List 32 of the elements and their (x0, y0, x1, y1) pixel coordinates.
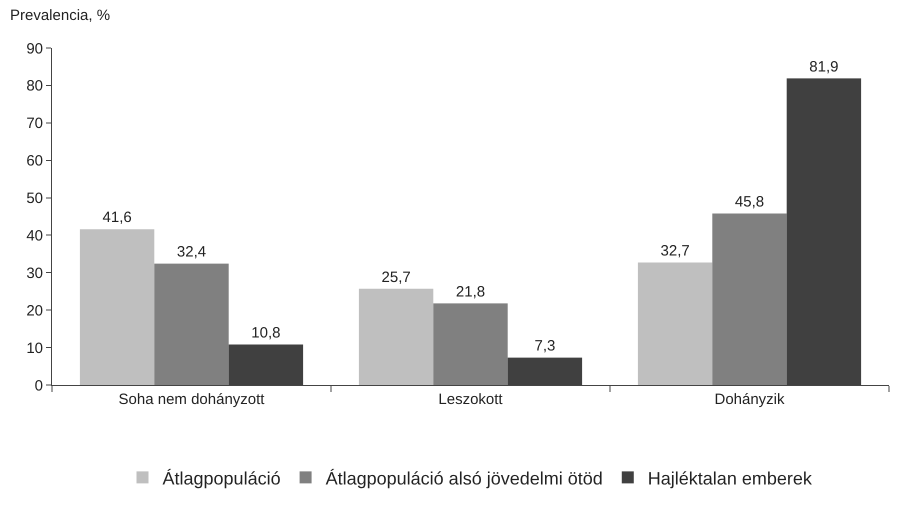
data-label: 81,9 (809, 58, 838, 76)
legend-label: Átlagpopuláció alsó jövedelmi ötöd (326, 468, 603, 488)
x-tick-label: Soha nem dohányzott (118, 391, 266, 408)
data-label: 21,8 (456, 283, 486, 300)
data-label: 32,7 (660, 242, 690, 260)
x-tick-label: Dohányzik (714, 391, 786, 408)
y-tick-label: 80 (26, 78, 43, 95)
y-tick-label: 40 (26, 227, 43, 244)
bar (358, 288, 434, 385)
bar (712, 214, 787, 385)
bar (154, 264, 229, 385)
legend-label: Hajléktalan emberek (648, 468, 813, 488)
data-label: 41,6 (102, 209, 132, 226)
bar (80, 229, 154, 385)
data-label: 32,4 (176, 244, 206, 261)
legend-label: Átlagpopuláció (162, 468, 281, 488)
y-axis-title: Prevalencia, % (10, 7, 110, 24)
y-tick-label: 70 (26, 115, 43, 132)
y-tick-label: 0 (34, 377, 43, 394)
data-label: 7,3 (534, 338, 556, 355)
data-label: 45,8 (734, 194, 764, 210)
y-tick-label: 10 (26, 340, 43, 357)
data-label: 10,8 (251, 324, 280, 342)
y-tick-label: 50 (26, 190, 43, 208)
y-tick-label: 30 (26, 264, 43, 282)
x-tick-label: Leszokott (438, 391, 504, 408)
bar (433, 303, 508, 385)
bar (638, 262, 712, 385)
y-tick-label: 90 (26, 40, 43, 58)
y-tick-label: 60 (26, 152, 43, 170)
y-tick-label: 20 (26, 302, 43, 320)
data-label: 25,7 (382, 268, 411, 286)
